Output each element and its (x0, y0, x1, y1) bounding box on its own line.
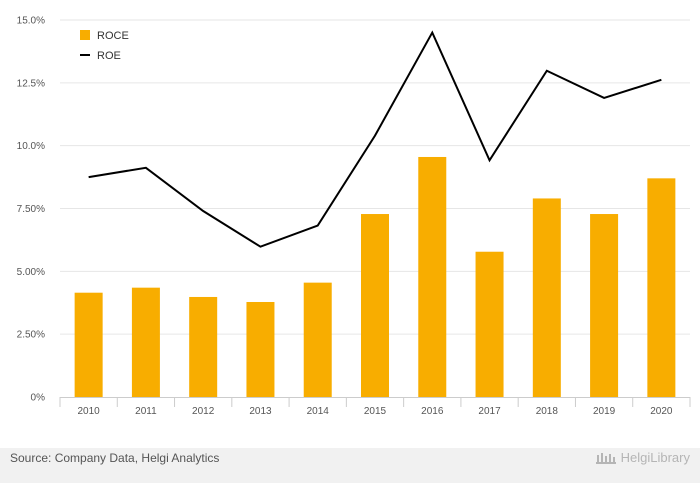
x-tick-label: 2015 (364, 406, 387, 417)
x-tick-label: 2016 (421, 406, 444, 417)
x-tick-label: 2011 (135, 406, 157, 417)
roce-bar-2020 (647, 178, 676, 397)
y-tick-label: 5.00% (17, 267, 45, 278)
roce-bar-2010 (74, 292, 103, 397)
x-tick-label: 2010 (78, 406, 101, 417)
x-tick-label: 2018 (536, 406, 559, 417)
x-tick-label: 2012 (192, 406, 215, 417)
roce-bar-2017 (475, 251, 504, 397)
library-icon (595, 452, 616, 464)
y-tick-label: 15.0% (17, 16, 45, 27)
x-tick-label: 2020 (650, 406, 673, 417)
chart: 0%2.50%5.00%7.50%10.0%12.5%15.0% 2010 201… (17, 16, 691, 417)
y-tick-label: 10.0% (17, 141, 45, 152)
legend: ROCE ROE (80, 30, 129, 62)
brand-logo: HelgiLibrary (595, 450, 690, 465)
y-tick-label: 2.50% (17, 330, 45, 341)
gridlines (60, 19, 690, 335)
legend-roe-label: ROE (97, 50, 121, 62)
roe-line-group (88, 30, 662, 248)
legend-roce-label: ROCE (97, 30, 129, 42)
roce-bar-2012 (189, 296, 218, 397)
x-tick-label: 2013 (249, 406, 272, 417)
roce-bar-2013 (246, 301, 275, 397)
y-tick-label: 7.50% (17, 204, 45, 215)
roce-bar-2011 (131, 287, 160, 397)
roce-bar-2019 (590, 214, 619, 397)
source-note: Source: Company Data, Helgi Analytics (10, 451, 220, 465)
roce-bar-2018 (532, 198, 561, 397)
legend-roce-swatch (80, 30, 90, 40)
x-axis: 2010 2011 2012 2013 2014 2015 2016 2017 2018 2019… (59, 397, 691, 417)
y-axis-ticks: 0% 2.50% 5.00% 7.50% 10.0% 12.5% 15.0% (17, 16, 45, 404)
roce-bar-2015 (361, 214, 389, 397)
roce-bars (74, 156, 676, 397)
x-tick-label: 2019 (593, 406, 616, 417)
brand-name: HelgiLibrary (620, 450, 690, 465)
roe-line (88, 30, 662, 248)
footer: Source: Company Data, Helgi Analytics He… (0, 448, 700, 483)
roce-bar-2014 (303, 282, 332, 397)
roce-bar-2016 (418, 156, 447, 397)
x-tick-label: 2017 (478, 406, 501, 417)
x-tick-label: 2014 (307, 406, 330, 417)
y-tick-label: 0% (31, 393, 46, 404)
y-tick-label: 12.5% (17, 78, 45, 89)
